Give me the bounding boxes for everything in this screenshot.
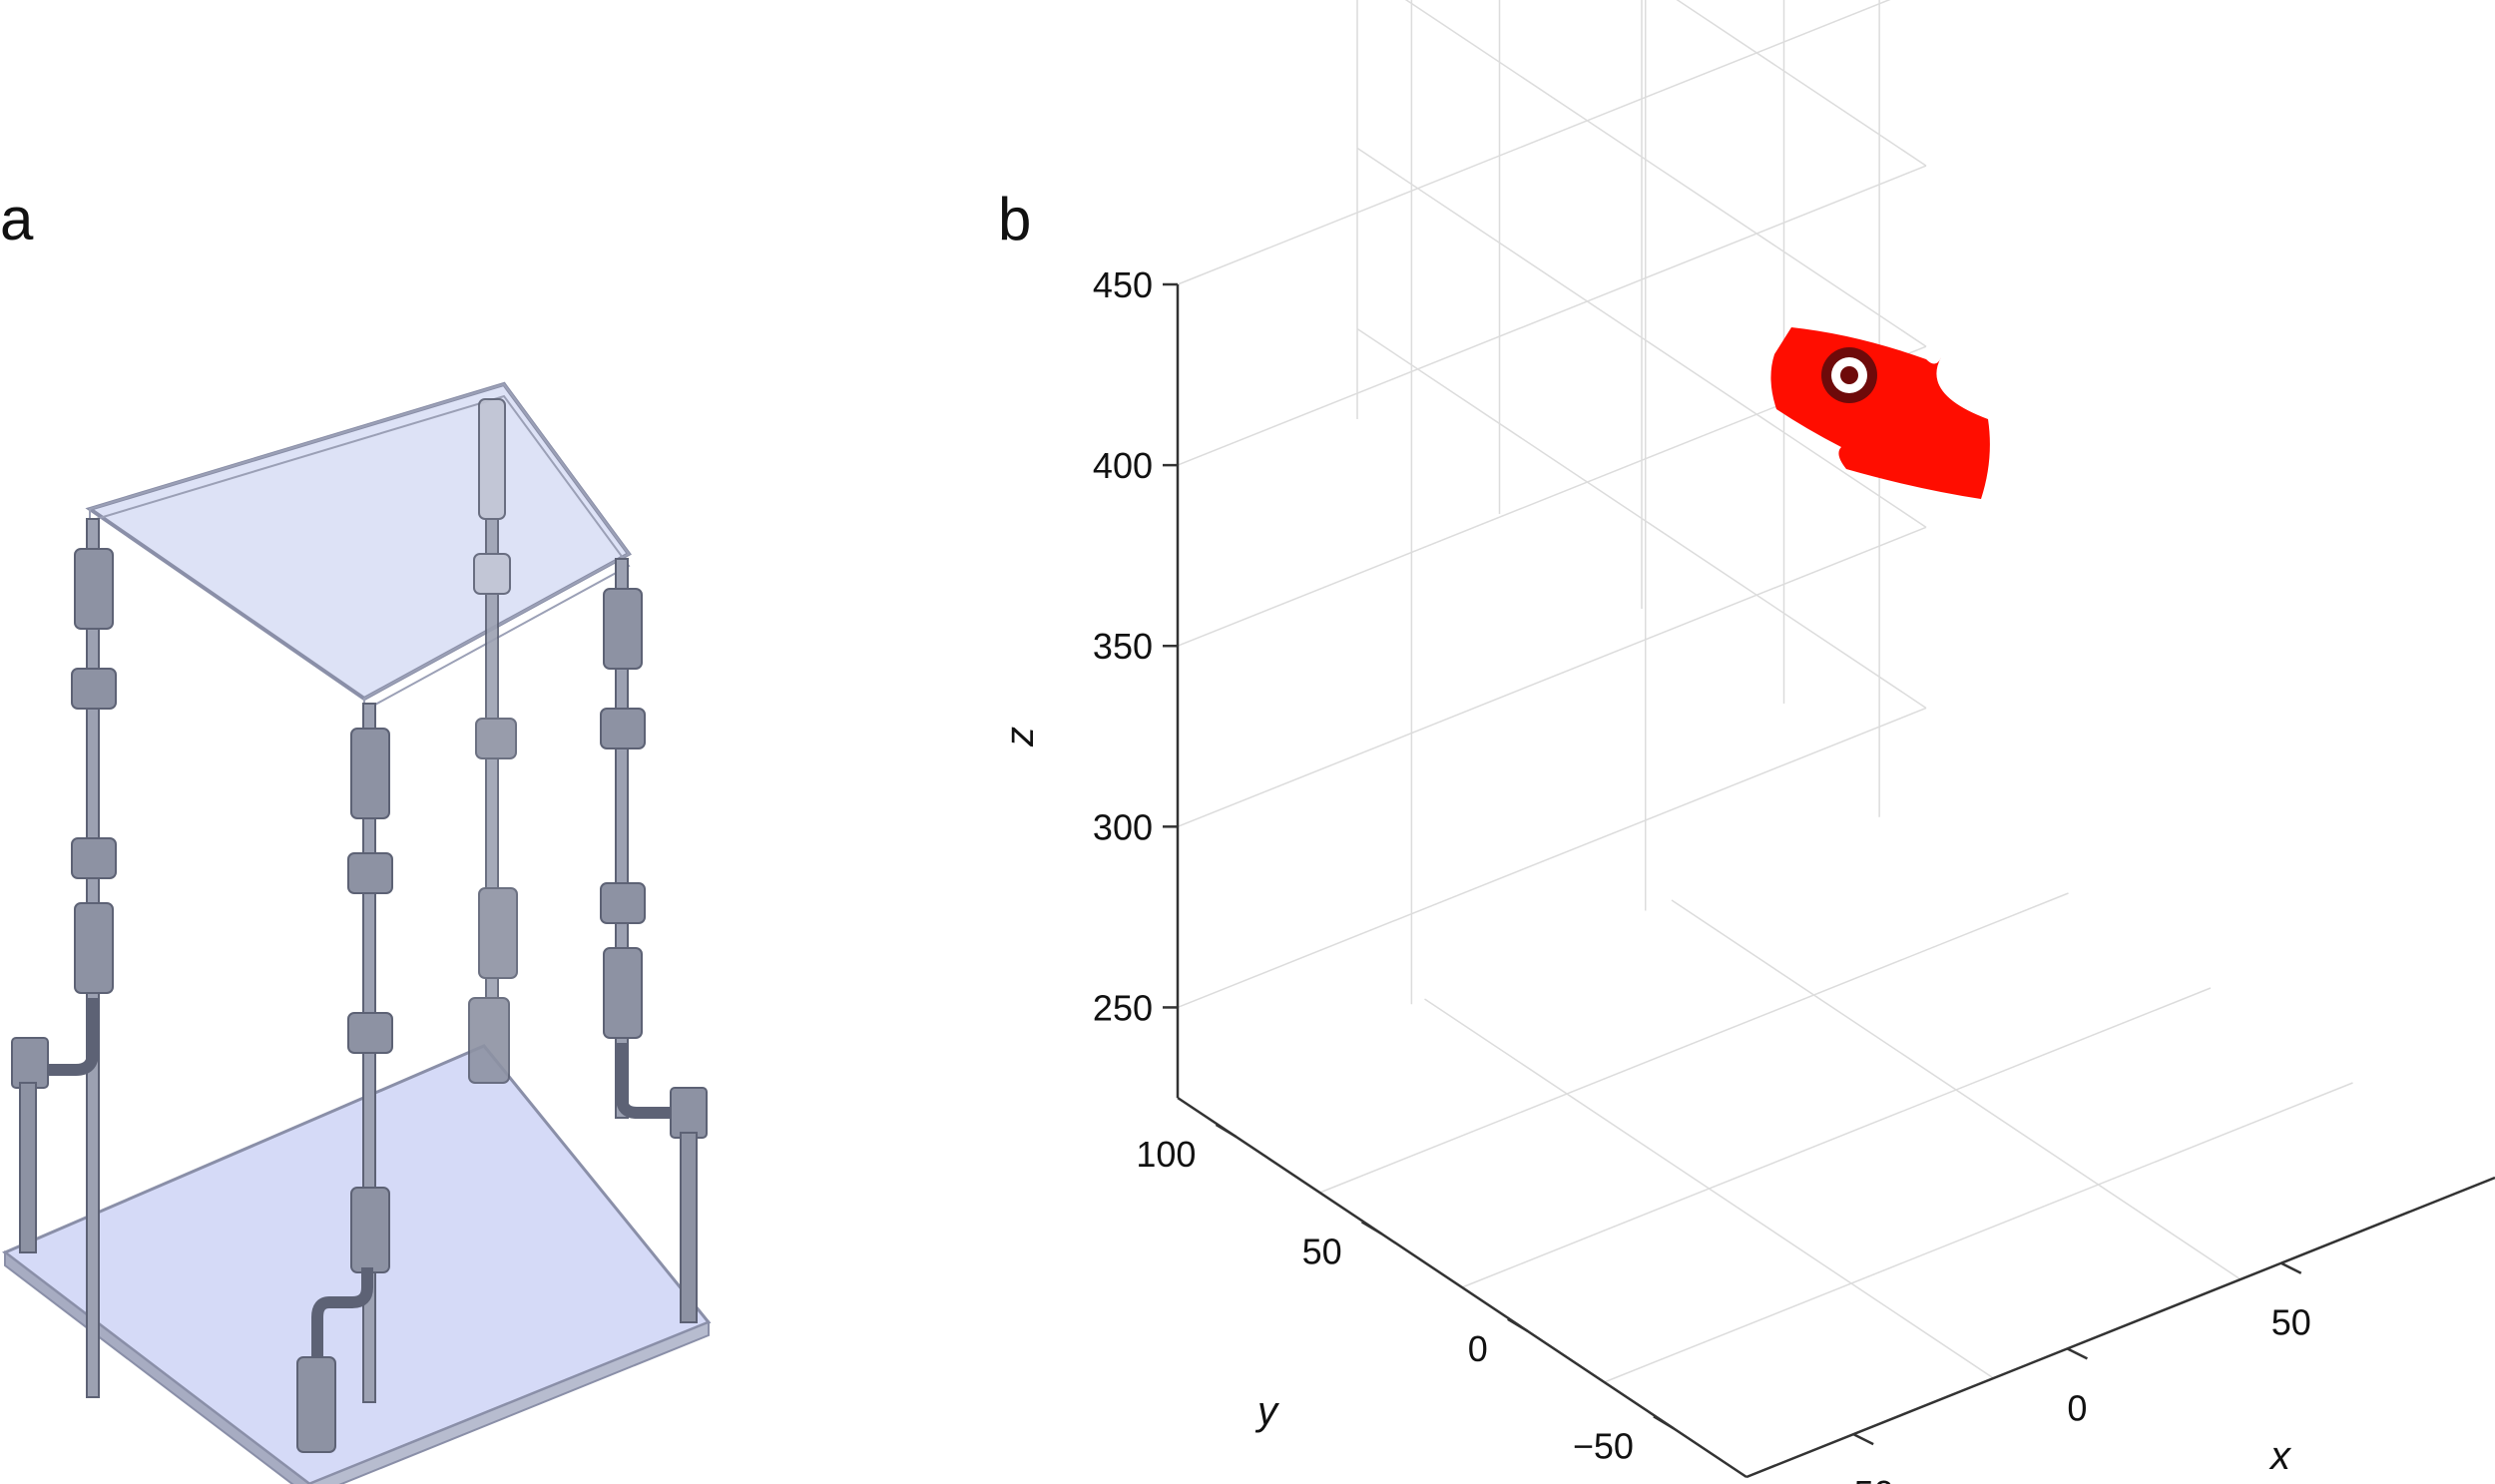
x-tick-label: −50 bbox=[1833, 1473, 1894, 1484]
grid-line-z-level bbox=[1356, 327, 1927, 710]
x-axis-line bbox=[1746, 1176, 2495, 1479]
grid-line-z-level bbox=[1177, 165, 1927, 466]
y-tick bbox=[1653, 1415, 1675, 1430]
x-tick bbox=[2280, 1261, 2302, 1274]
z-tick-label: 250 bbox=[1093, 987, 1153, 1028]
base-plate-edge bbox=[4, 1249, 310, 1484]
plot-axes bbox=[1163, 282, 2495, 1479]
grid-line-floor bbox=[1461, 987, 2212, 1288]
workspace-surface bbox=[1770, 327, 1990, 499]
z-tick-label: 450 bbox=[1093, 264, 1153, 305]
grid-line-z-level bbox=[1177, 0, 1891, 285]
y-tick-label: 0 bbox=[1468, 1328, 1488, 1369]
z-tick-label: 400 bbox=[1093, 445, 1153, 486]
y-tick-label: 100 bbox=[1136, 1134, 1196, 1175]
leg-back bbox=[468, 398, 518, 1084]
y-tick bbox=[1360, 1221, 1383, 1236]
grid-line-floor bbox=[1604, 1082, 2353, 1383]
panel-label-a: a bbox=[0, 186, 34, 252]
grid-line-floor bbox=[1424, 998, 1994, 1379]
z-tick-label: 350 bbox=[1093, 626, 1153, 667]
panel-label-b: b bbox=[998, 186, 1032, 252]
grid-line-floor bbox=[1671, 899, 2242, 1280]
base-plate-edge-right bbox=[308, 1320, 710, 1484]
z-tick-label: 300 bbox=[1093, 806, 1153, 847]
grid-line-z-level bbox=[1676, 0, 1927, 167]
grid-line-z-level bbox=[1404, 0, 1927, 347]
x-axis-label: x bbox=[2268, 1434, 2292, 1478]
grid-line-z-level bbox=[1177, 707, 1927, 1009]
y-tick bbox=[1507, 1317, 1529, 1332]
leg-front bbox=[296, 703, 393, 1453]
y-tick bbox=[1215, 1123, 1238, 1139]
grid-line-floor bbox=[1319, 892, 2069, 1194]
plot-grid bbox=[1177, 0, 2353, 1383]
leg-left bbox=[11, 518, 117, 1398]
x-tick-label: 0 bbox=[2067, 1387, 2087, 1428]
y-tick-label: 50 bbox=[1302, 1231, 1342, 1271]
y-axis-line bbox=[1177, 1096, 1747, 1479]
x-tick bbox=[2066, 1347, 2088, 1360]
y-tick-label: −50 bbox=[1573, 1425, 1634, 1466]
robot-cad-illustration bbox=[2, 381, 712, 1484]
x-tick-label: 50 bbox=[2271, 1302, 2311, 1343]
x-tick bbox=[1852, 1433, 1874, 1446]
grid-line-z-level bbox=[1177, 526, 1927, 828]
leg-right bbox=[600, 558, 708, 1323]
z-axis-label: z bbox=[998, 727, 1042, 747]
tick-labels: 250 300 350 400 450 −50 0 50 100 −50 0 50 bbox=[1093, 264, 2311, 1484]
y-axis-label: y bbox=[1254, 1389, 1280, 1433]
point-marker-center bbox=[1840, 366, 1858, 384]
grid-line-z-level bbox=[1356, 147, 1927, 528]
